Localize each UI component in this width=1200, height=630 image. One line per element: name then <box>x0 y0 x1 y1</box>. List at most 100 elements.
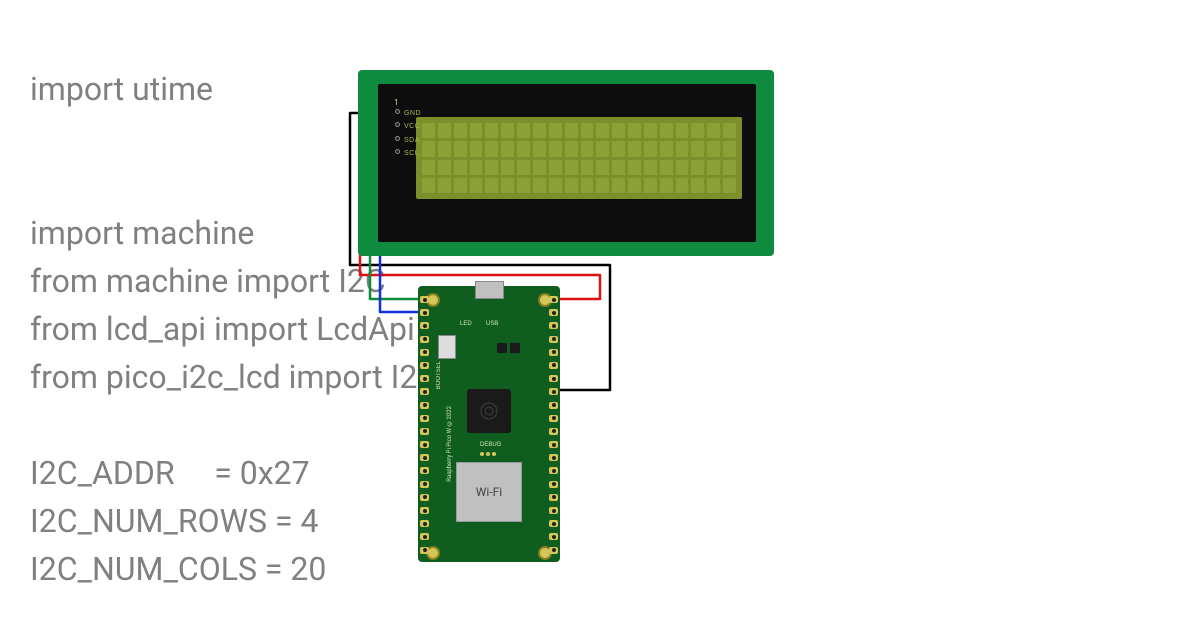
lcd-char-grid <box>422 123 736 193</box>
lcd-pin-label-gnd: GND <box>404 110 421 117</box>
lcd-char-cell <box>660 178 673 193</box>
lcd-char-cell <box>676 160 689 175</box>
pico-gpio-pin <box>420 402 429 409</box>
lcd-char-cell <box>707 123 720 138</box>
pico-gpio-pin <box>549 547 558 554</box>
lcd-char-cell <box>644 178 657 193</box>
pico-bootsel-button <box>438 335 456 359</box>
lcd-pin-scl <box>395 149 400 154</box>
lcd-char-cell <box>628 123 641 138</box>
pico-gpio-pin <box>420 296 429 303</box>
lcd-char-cell <box>723 123 736 138</box>
pico-usb-connector <box>475 281 504 299</box>
lcd-char-cell <box>676 141 689 156</box>
lcd-char-cell <box>612 178 625 193</box>
pico-gpio-pin <box>549 402 558 409</box>
lcd-char-cell <box>596 160 609 175</box>
pico-gpio-pin <box>420 533 429 540</box>
pico-gpio-pin <box>549 349 558 356</box>
pico-silk-label: BOOTSEL <box>436 361 442 389</box>
lcd-char-cell <box>581 123 594 138</box>
lcd-char-cell <box>533 160 546 175</box>
lcd-pin-vcc <box>395 122 400 127</box>
pico-silk-label: DEBUG <box>480 442 501 448</box>
lcd-char-cell <box>501 123 514 138</box>
lcd-char-cell <box>549 123 562 138</box>
lcd-char-cell <box>454 160 467 175</box>
lcd-char-cell <box>470 123 483 138</box>
pico-small-ic <box>497 343 507 353</box>
lcd-char-cell <box>517 178 530 193</box>
pico-gpio-pin <box>549 467 558 474</box>
pico-gpio-pin <box>420 309 429 316</box>
pico-debug-pads <box>480 452 496 456</box>
pico-gpio-pin <box>549 388 558 395</box>
pico-gpio-pin <box>420 481 429 488</box>
wifi-label: Wi-Fi <box>476 485 502 499</box>
pico-gpio-pin <box>420 467 429 474</box>
lcd-char-cell <box>691 178 704 193</box>
lcd-char-cell <box>454 178 467 193</box>
lcd-char-cell <box>628 141 641 156</box>
lcd-char-cell <box>691 141 704 156</box>
lcd-char-cell <box>612 160 625 175</box>
lcd-char-cell <box>454 141 467 156</box>
pico-gpio-pin <box>549 362 558 369</box>
lcd-pin1-marker: 1 <box>394 98 399 107</box>
lcd-char-cell <box>422 178 435 193</box>
lcd-char-cell <box>438 141 451 156</box>
lcd-char-cell <box>565 178 578 193</box>
pico-gpio-pin <box>549 533 558 540</box>
lcd-pin-label-scl: SCL <box>404 150 419 157</box>
pico-gpio-pin <box>549 309 558 316</box>
lcd-char-cell <box>723 178 736 193</box>
lcd-pin-gnd <box>395 109 400 114</box>
lcd-char-cell <box>485 123 498 138</box>
lcd-char-cell <box>565 160 578 175</box>
pico-gpio-pin <box>549 481 558 488</box>
lcd-char-cell <box>438 123 451 138</box>
pico-gpio-pin <box>549 415 558 422</box>
lcd-char-cell <box>596 123 609 138</box>
pico-pins-left <box>420 296 429 554</box>
pico-gpio-pin <box>549 375 558 382</box>
lcd-pin-label-sda: SDA <box>404 137 420 144</box>
pico-gpio-pin <box>420 322 429 329</box>
pico-small-ic <box>510 343 520 353</box>
lcd-char-cell <box>549 160 562 175</box>
pico-gpio-pin <box>420 428 429 435</box>
lcd-char-cell <box>676 123 689 138</box>
lcd-char-cell <box>723 160 736 175</box>
lcd-char-cell <box>470 160 483 175</box>
lcd-char-cell <box>660 160 673 175</box>
lcd-char-cell <box>454 123 467 138</box>
pico-gpio-pin <box>549 428 558 435</box>
lcd-char-cell <box>581 178 594 193</box>
lcd-char-cell <box>485 141 498 156</box>
pico-gpio-pin <box>420 547 429 554</box>
lcd-char-cell <box>565 123 578 138</box>
lcd-char-cell <box>644 160 657 175</box>
pico-gpio-pin <box>549 296 558 303</box>
lcd-char-cell <box>612 141 625 156</box>
lcd-char-cell <box>470 178 483 193</box>
pico-board-label: Raspberry Pi Pico W ©2022 <box>446 406 453 482</box>
lcd-char-cell <box>533 123 546 138</box>
lcd-char-cell <box>517 160 530 175</box>
pico-gpio-pin <box>549 454 558 461</box>
lcd-char-cell <box>581 160 594 175</box>
lcd-pin-sda <box>395 136 400 141</box>
lcd-char-cell <box>644 141 657 156</box>
pico-gpio-pin <box>549 322 558 329</box>
lcd-char-cell <box>581 141 594 156</box>
lcd-char-cell <box>596 178 609 193</box>
lcd-char-cell <box>628 160 641 175</box>
lcd-pin-label-vcc: VCC <box>404 123 420 130</box>
pico-gpio-pin <box>420 441 429 448</box>
pico-gpio-pin <box>549 441 558 448</box>
lcd-char-cell <box>628 178 641 193</box>
pico-gpio-pin <box>549 336 558 343</box>
pico-gpio-pin <box>420 336 429 343</box>
lcd-char-cell <box>485 160 498 175</box>
pico-wifi-module: Wi-Fi <box>456 462 522 522</box>
